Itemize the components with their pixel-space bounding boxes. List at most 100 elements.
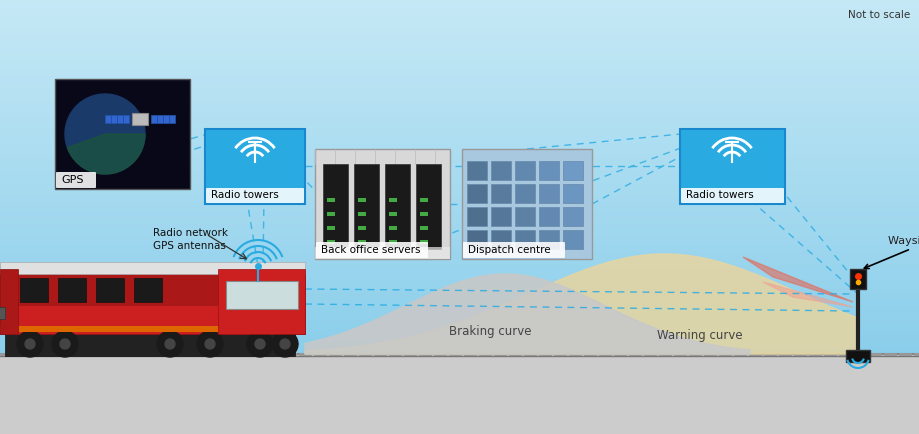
Bar: [0, 105, 919, 106]
Bar: [0, 278, 919, 279]
Bar: [0, 60, 919, 61]
Bar: [0, 368, 919, 369]
Bar: [0, 68, 919, 69]
Bar: [0, 128, 919, 129]
Bar: [0, 76, 919, 77]
Wedge shape: [67, 134, 145, 174]
Bar: [0, 319, 919, 320]
Bar: [0, 21, 919, 22]
Bar: [0, 337, 919, 338]
Bar: [0, 39, 919, 40]
Bar: [0, 235, 919, 236]
Bar: [55, 79, 190, 189]
Bar: [0, 308, 919, 309]
Bar: [0, 395, 919, 396]
Bar: [0, 150, 919, 151]
Bar: [0, 119, 919, 120]
Bar: [0, 23, 919, 24]
Bar: [0, 229, 919, 230]
Bar: [0, 347, 919, 348]
Bar: [0, 431, 919, 432]
Bar: [0, 148, 919, 149]
Bar: [0, 256, 919, 257]
Bar: [539, 161, 559, 180]
Bar: [539, 207, 559, 226]
Bar: [0, 420, 919, 421]
Bar: [0, 342, 919, 343]
Bar: [0, 216, 919, 217]
Bar: [0, 238, 919, 239]
Bar: [0, 309, 919, 310]
Bar: [0, 210, 919, 211]
Bar: [0, 316, 919, 317]
Bar: [0, 251, 919, 252]
Bar: [314, 149, 449, 259]
Bar: [0, 96, 919, 97]
Bar: [0, 115, 919, 116]
Bar: [0, 265, 919, 266]
Bar: [0, 64, 919, 65]
Bar: [0, 300, 919, 301]
Bar: [151, 115, 175, 123]
Bar: [0, 94, 919, 95]
Bar: [0, 354, 919, 434]
Bar: [0, 408, 919, 409]
Bar: [0, 222, 919, 223]
Bar: [0, 224, 919, 225]
Bar: [0, 120, 919, 121]
Bar: [0, 225, 919, 226]
Bar: [0, 184, 919, 185]
Bar: [0, 42, 919, 43]
Bar: [0, 345, 919, 346]
Bar: [0, 396, 919, 397]
Bar: [0, 156, 919, 157]
Bar: [0, 289, 919, 290]
Bar: [389, 198, 397, 202]
Bar: [0, 237, 919, 238]
Bar: [0, 90, 919, 91]
Bar: [0, 410, 919, 411]
Bar: [0, 160, 919, 161]
Bar: [0, 392, 919, 393]
Bar: [0, 180, 919, 181]
Bar: [467, 184, 486, 203]
Bar: [0, 228, 919, 229]
Bar: [0, 375, 919, 376]
Bar: [0, 370, 919, 371]
Bar: [0, 143, 919, 144]
Bar: [0, 211, 919, 212]
Bar: [0, 362, 919, 363]
Bar: [0, 179, 919, 180]
Bar: [0, 129, 919, 130]
Bar: [0, 381, 919, 382]
Bar: [0, 164, 919, 165]
Bar: [0, 80, 919, 81]
Bar: [0, 194, 919, 195]
Bar: [0, 269, 305, 334]
Bar: [0, 48, 919, 49]
Bar: [0, 432, 919, 433]
Bar: [0, 49, 919, 50]
Bar: [0, 297, 919, 298]
Bar: [0, 206, 919, 207]
Bar: [0, 232, 919, 233]
Bar: [0, 340, 919, 341]
Bar: [0, 5, 919, 6]
Bar: [0, 299, 919, 300]
Bar: [0, 275, 919, 276]
Bar: [0, 185, 919, 186]
Bar: [0, 159, 919, 160]
Bar: [0, 123, 919, 124]
Bar: [0, 349, 919, 350]
Bar: [0, 137, 919, 138]
Bar: [0, 111, 919, 112]
Bar: [420, 226, 427, 230]
Bar: [0, 378, 919, 379]
Bar: [0, 74, 919, 75]
Bar: [0, 413, 919, 414]
Bar: [0, 276, 919, 277]
Bar: [0, 33, 919, 34]
Bar: [0, 243, 919, 244]
Bar: [0, 269, 18, 334]
Bar: [0, 107, 919, 108]
